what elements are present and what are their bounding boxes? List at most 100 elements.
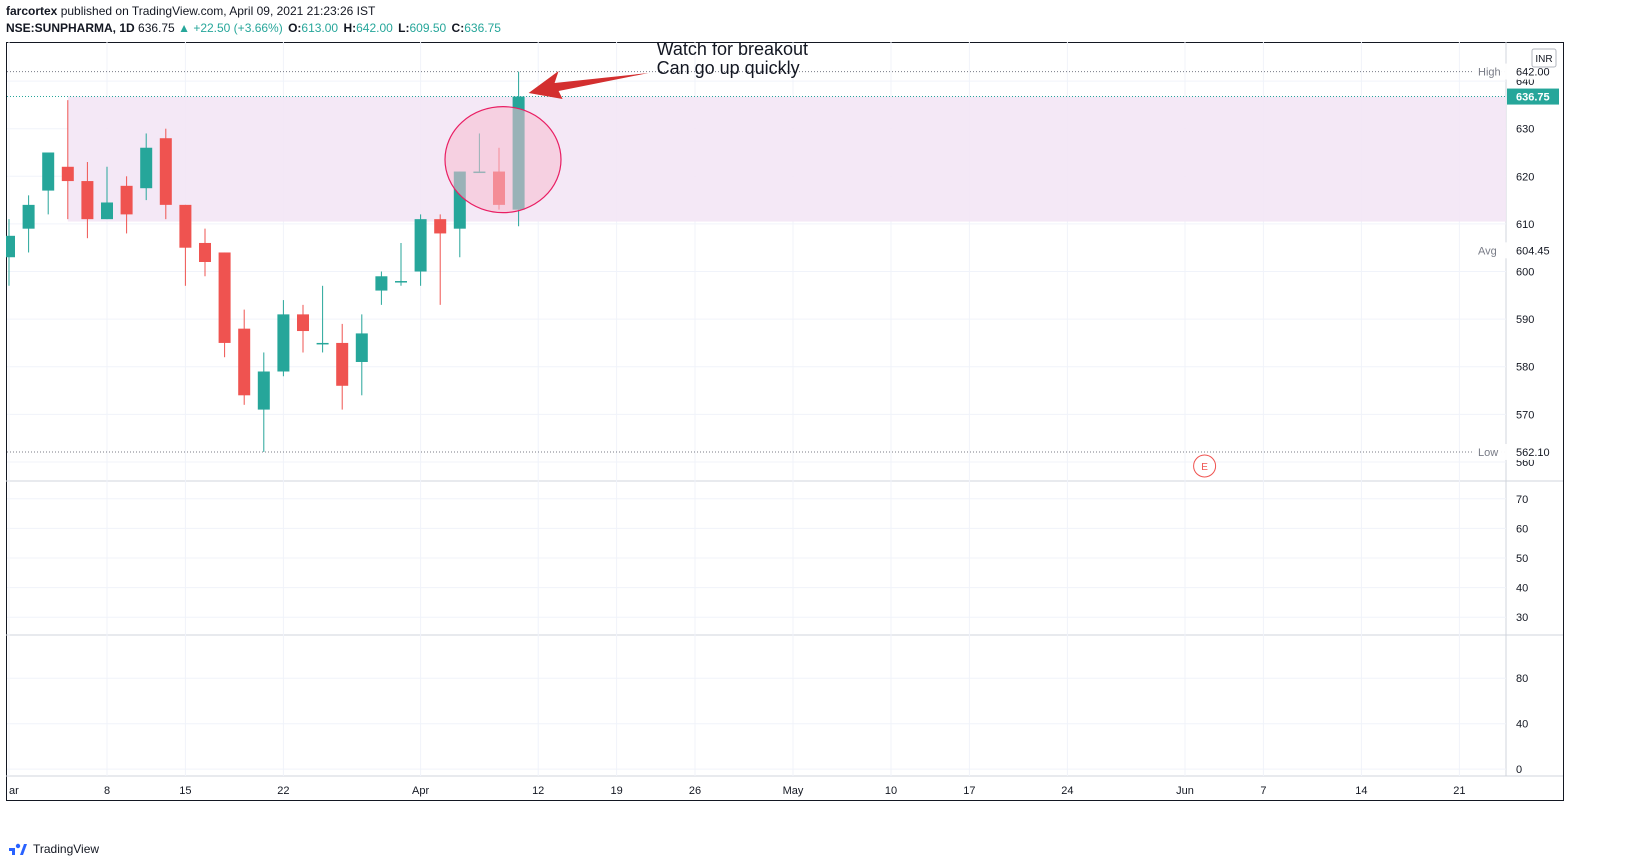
published-text: published on TradingView.com, April 09, … xyxy=(57,4,376,18)
low-tag-value: 562.10 xyxy=(1516,447,1550,459)
price-tick-label: 580 xyxy=(1516,362,1534,374)
candle-body xyxy=(159,138,172,205)
high-label: H: xyxy=(343,21,357,35)
candle[interactable] xyxy=(336,323,349,410)
candle-body xyxy=(414,219,427,272)
price-tick-label: 620 xyxy=(1516,171,1534,183)
candle-body xyxy=(22,204,35,229)
high-tag-value: 642.00 xyxy=(1516,67,1550,79)
chart-frame[interactable]: 560 570 580 590 600 610 620 630 640 ar 8 15 22 Apr 12 1… xyxy=(3,39,1621,833)
last-price-tag[interactable]: 636.75 xyxy=(1507,88,1559,105)
candle[interactable] xyxy=(395,242,407,286)
open-value: 613.00 xyxy=(301,21,339,35)
candle[interactable] xyxy=(179,204,192,286)
low-price-tag[interactable]: Low 562.10 xyxy=(1473,443,1550,460)
tradingview-brand[interactable]: TradingView xyxy=(33,842,100,856)
time-tick-label: 24 xyxy=(1061,785,1073,797)
indicator1-tick-label: 50 xyxy=(1516,553,1528,565)
time-tick-label: 14 xyxy=(1355,785,1367,797)
indicator1-tick-label: 30 xyxy=(1516,612,1528,624)
candle[interactable] xyxy=(3,219,15,286)
earnings-label: E xyxy=(1201,462,1208,473)
candle[interactable] xyxy=(140,133,153,201)
indicator2-tick-label: 0 xyxy=(1516,764,1522,776)
candle-body xyxy=(277,314,290,372)
indicator1-tick-label: 70 xyxy=(1516,494,1528,506)
candle[interactable] xyxy=(434,214,447,305)
candle-body xyxy=(179,204,192,248)
candle-body xyxy=(61,166,74,182)
low-label: L: xyxy=(398,21,410,35)
candle-body xyxy=(395,281,407,283)
candle[interactable] xyxy=(277,300,290,377)
time-tick-label: 15 xyxy=(179,785,191,797)
annotation-line-2: Can go up quickly xyxy=(657,58,800,78)
candle[interactable] xyxy=(218,252,231,358)
time-tick-label: 19 xyxy=(610,785,622,797)
indicator2-tick-label: 80 xyxy=(1516,673,1528,685)
highlight-circle xyxy=(444,106,562,214)
currency-badge-box xyxy=(1531,48,1557,68)
earnings-marker[interactable]: E xyxy=(1193,454,1217,478)
time-tick-label: 8 xyxy=(104,785,110,797)
time-tick-label: 22 xyxy=(277,785,289,797)
candle-body xyxy=(120,185,133,215)
avg-tag-label: Avg xyxy=(1478,245,1497,257)
candle[interactable] xyxy=(297,304,309,353)
resistance-zone xyxy=(67,96,1506,222)
time-tick-label: 17 xyxy=(963,785,975,797)
high-price-tag[interactable]: High 642.00 xyxy=(1473,63,1550,80)
symbol-label[interactable]: NSE:SUNPHARMA, 1D xyxy=(6,21,135,35)
candle[interactable] xyxy=(22,195,35,253)
candle-body xyxy=(355,333,368,362)
price-tick-label: 610 xyxy=(1516,219,1534,231)
price-tick-label: 630 xyxy=(1516,124,1534,136)
low-tag-bg xyxy=(1473,443,1547,460)
close-value: 636.75 xyxy=(464,21,501,35)
indicator1-tick-label: 40 xyxy=(1516,583,1528,595)
candle-body xyxy=(375,276,388,291)
footer: TradingView xyxy=(8,842,99,856)
candle[interactable] xyxy=(199,228,211,277)
ohlc-legend: NSE:SUNPHARMA, 1D 636.75 ▲ +22.50 (+3.66… xyxy=(6,21,501,35)
up-arrow-icon: ▲ xyxy=(178,21,190,35)
candle[interactable] xyxy=(81,162,94,239)
author-name[interactable]: farcortex xyxy=(6,4,58,18)
candle[interactable] xyxy=(238,309,251,405)
price-tick-label: 570 xyxy=(1516,409,1534,421)
indicator1-tick-label: 60 xyxy=(1516,523,1528,535)
publish-info: farcortex published on TradingView.com, … xyxy=(6,4,375,18)
avg-price-tag[interactable]: Avg 604.45 xyxy=(1473,242,1550,259)
time-tick-label: 7 xyxy=(1260,785,1266,797)
price-change: +22.50 (+3.66%) xyxy=(193,21,283,35)
candle[interactable] xyxy=(375,271,388,305)
candle-body xyxy=(81,181,94,220)
price-tick-label: 590 xyxy=(1516,314,1534,326)
open-label: O: xyxy=(288,21,302,35)
time-tick-label: 26 xyxy=(689,785,701,797)
candle[interactable] xyxy=(101,166,113,220)
earnings-circle xyxy=(1193,454,1217,478)
high-tag-bg xyxy=(1473,63,1547,80)
candle[interactable] xyxy=(316,285,329,353)
candle[interactable] xyxy=(355,314,368,396)
candle[interactable] xyxy=(257,352,270,452)
candle[interactable] xyxy=(159,128,172,220)
candle[interactable] xyxy=(414,214,427,286)
candle-body xyxy=(238,328,251,396)
time-tick-label: 12 xyxy=(532,785,544,797)
indicator2-tick-label: 40 xyxy=(1516,719,1528,731)
candle-body xyxy=(257,371,270,410)
time-tick-label: 10 xyxy=(885,785,897,797)
close-label: C: xyxy=(451,21,465,35)
high-tag-label: High xyxy=(1478,67,1501,79)
currency-label: INR xyxy=(1535,54,1552,65)
time-tick-label: 21 xyxy=(1453,785,1465,797)
candle[interactable] xyxy=(42,152,55,215)
time-tick-label: Apr xyxy=(412,785,429,797)
candle[interactable] xyxy=(120,176,133,234)
currency-badge[interactable]: INR xyxy=(1531,48,1557,68)
candle-body xyxy=(434,219,447,234)
candle[interactable] xyxy=(61,100,74,220)
